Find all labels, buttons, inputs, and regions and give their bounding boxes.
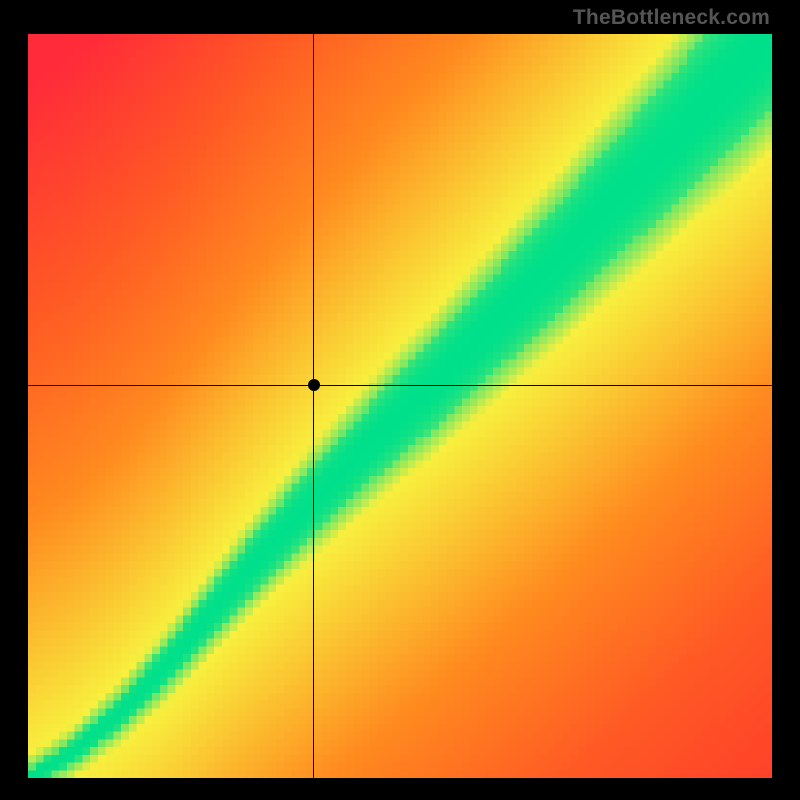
watermark-text: TheBottleneck.com [573, 6, 770, 30]
plot-area [28, 34, 772, 778]
heatmap-canvas [28, 34, 772, 778]
crosshair-marker [308, 379, 320, 391]
figure-frame: TheBottleneck.com [0, 0, 800, 800]
crosshair-vertical [313, 34, 314, 778]
crosshair-horizontal [28, 385, 772, 386]
